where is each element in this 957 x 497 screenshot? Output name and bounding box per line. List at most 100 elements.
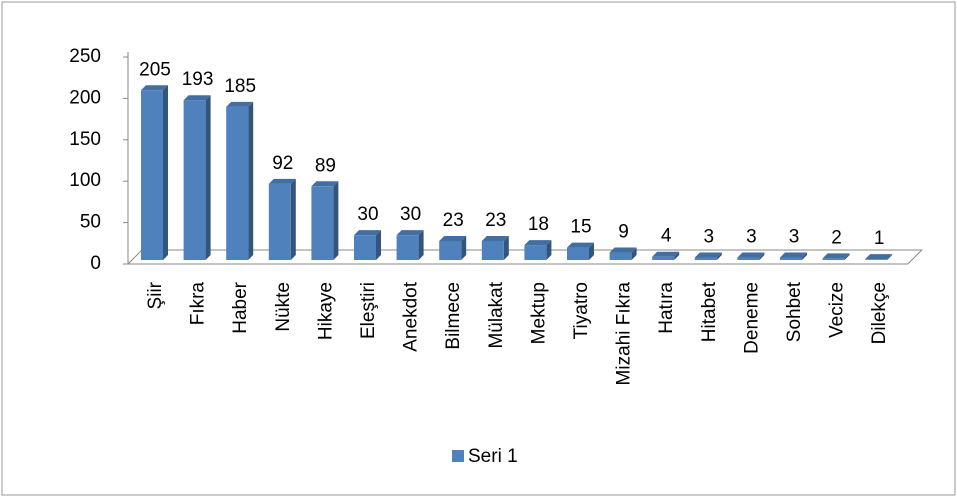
bar-side	[844, 253, 850, 260]
bar-side	[418, 230, 424, 260]
bar	[567, 242, 594, 260]
data-label: 3	[704, 227, 715, 248]
data-label: 3	[746, 227, 757, 248]
x-tick-label: Tiyatro	[571, 282, 592, 339]
x-tick-label: Dilekçe	[869, 282, 890, 344]
data-label: 185	[224, 76, 256, 97]
data-label: 205	[139, 59, 171, 80]
x-tick-label: Mektup	[528, 282, 549, 344]
bar	[226, 101, 254, 260]
bar	[141, 85, 168, 260]
data-label: 30	[400, 204, 421, 225]
bar-front	[609, 252, 632, 260]
bar	[780, 252, 807, 260]
bar-side	[503, 235, 509, 260]
bar-front	[396, 235, 419, 260]
bar-side	[546, 240, 552, 260]
data-label: 9	[618, 222, 629, 243]
data-label: 23	[443, 210, 464, 231]
data-label: 4	[661, 226, 672, 247]
bar-front	[268, 183, 291, 260]
bar-front	[865, 259, 888, 260]
bar-front	[226, 106, 249, 260]
bar-top	[694, 252, 722, 258]
bar	[396, 230, 424, 260]
y-tick-label: 150	[69, 129, 101, 150]
bar-side	[759, 252, 765, 260]
bar-top	[609, 247, 637, 253]
bar-side	[802, 252, 807, 260]
x-tick-label: Nükte	[273, 282, 294, 332]
bar-side	[461, 235, 467, 260]
bar-front	[694, 257, 717, 260]
x-tick-label: Hitabet	[699, 281, 720, 342]
y-tick-label: 200	[69, 87, 101, 108]
bar-front	[439, 240, 462, 260]
x-tick-label: Şiir	[145, 281, 166, 309]
x-tick-label: Mülakat	[486, 281, 507, 348]
bar-front	[141, 90, 163, 260]
bar-side	[163, 85, 168, 260]
x-tick-label: Sohbet	[784, 281, 805, 342]
bar-side	[887, 254, 893, 260]
y-tick-label: 0	[90, 253, 101, 274]
bar	[439, 235, 467, 260]
bar-top	[226, 101, 254, 107]
bar-top	[141, 85, 168, 91]
data-label: 193	[182, 69, 214, 90]
bar	[481, 235, 509, 260]
bar-top	[737, 252, 765, 258]
data-label: 30	[357, 204, 378, 225]
bar-top	[439, 235, 467, 241]
bar	[354, 230, 381, 260]
bar-front	[567, 247, 589, 260]
bar-side	[333, 181, 339, 260]
bar	[865, 254, 893, 260]
bar-top	[268, 178, 296, 184]
bar-front	[183, 100, 206, 260]
x-tick-label: Anekdot	[401, 281, 422, 351]
data-label: 18	[528, 214, 549, 235]
x-tick-label: Vecize	[827, 282, 848, 338]
bar	[268, 178, 296, 260]
bar	[524, 240, 552, 260]
bar	[694, 252, 722, 260]
bar-top	[652, 251, 680, 257]
x-tick-label: Eleştiri	[358, 282, 379, 339]
bar-side	[376, 230, 381, 260]
bar-top	[567, 242, 594, 248]
y-tick-label: 250	[69, 46, 101, 67]
bar	[652, 251, 680, 260]
bar-front	[737, 257, 760, 260]
bar	[609, 247, 637, 260]
bar-side	[248, 101, 254, 260]
bar-front	[354, 235, 376, 260]
x-tick-label: Mizahi Fıkra	[614, 282, 635, 386]
x-tick-label: Hatıra	[656, 282, 677, 334]
bar-side	[290, 178, 296, 260]
bar-front	[311, 186, 334, 260]
bar-top	[822, 253, 850, 259]
data-label: 89	[315, 155, 336, 176]
data-label: 15	[570, 217, 591, 238]
bar	[311, 181, 339, 260]
bar-top	[311, 181, 339, 187]
x-tick-label: Hikaye	[315, 282, 336, 340]
x-tick-label: Bilmece	[443, 282, 464, 350]
data-label: 23	[485, 210, 506, 231]
bar-side	[716, 252, 722, 260]
data-label: 2	[831, 227, 842, 248]
x-tick-label: Fıkra	[188, 282, 209, 326]
bar	[737, 252, 765, 260]
bar-front	[822, 258, 845, 260]
bar-front	[524, 245, 547, 260]
bar-top	[354, 230, 381, 236]
data-label: 92	[272, 153, 293, 174]
bar-side	[631, 247, 637, 260]
bar-top	[481, 235, 509, 241]
bar-top	[524, 240, 552, 246]
data-label: 3	[789, 227, 800, 248]
x-tick-label: Haber	[230, 281, 251, 333]
